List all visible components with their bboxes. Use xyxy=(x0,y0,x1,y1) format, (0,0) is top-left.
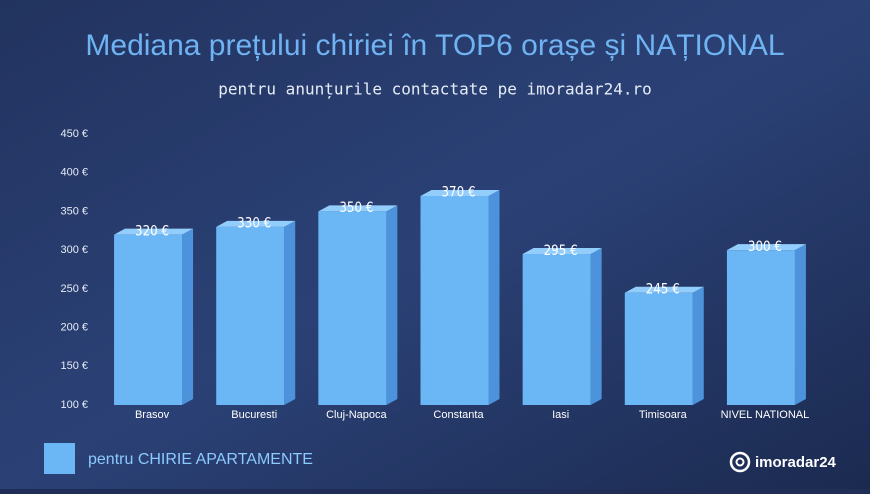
bar xyxy=(216,226,285,405)
value-label: 300 € xyxy=(748,239,782,255)
bar-side xyxy=(590,248,602,405)
legend-swatch xyxy=(44,443,75,474)
chart-subtitle: pentru anunțurile contactate pe imoradar… xyxy=(218,80,651,99)
x-tick-label: NIVEL NATIONAL xyxy=(721,409,810,421)
x-tick-label: Bucuresti xyxy=(231,409,277,421)
bar xyxy=(726,250,795,405)
chart-title: Mediana prețului chiriei în TOP6 orașe ș… xyxy=(85,29,784,62)
value-label: 320 € xyxy=(135,224,169,240)
x-tick-label: Iasi xyxy=(552,409,569,421)
bar-side xyxy=(692,286,704,405)
brand: imoradar24 xyxy=(755,454,837,471)
bar-side xyxy=(284,220,296,405)
bar xyxy=(420,195,489,405)
y-tick-label: 350 € xyxy=(60,205,88,217)
bar-top xyxy=(624,286,704,293)
bar xyxy=(522,254,591,405)
value-label: 245 € xyxy=(646,282,680,298)
x-tick-label: Brasov xyxy=(135,409,170,421)
bar-top xyxy=(726,244,806,251)
bar-top xyxy=(420,189,500,196)
bar xyxy=(114,234,183,405)
bar-side xyxy=(794,244,806,405)
value-label: 295 € xyxy=(544,243,578,259)
y-tick-label: 100 € xyxy=(60,399,88,411)
brand-icon xyxy=(729,451,751,473)
legend-label: pentru CHIRIE APARTAMENTE xyxy=(88,451,313,468)
bar-side xyxy=(182,228,194,405)
bar xyxy=(624,292,693,405)
y-tick-label: 150 € xyxy=(60,360,88,372)
bar xyxy=(318,211,387,405)
bar-top xyxy=(114,228,194,235)
bar-side xyxy=(386,205,398,405)
x-tick-label: Cluj-Napoca xyxy=(326,409,387,421)
y-tick-label: 400 € xyxy=(60,167,88,179)
y-tick-label: 200 € xyxy=(60,321,88,333)
bar-top xyxy=(216,220,296,227)
x-tick-label: Timisoara xyxy=(639,409,688,421)
y-tick-label: 250 € xyxy=(60,283,88,295)
y-tick-label: 300 € xyxy=(60,244,88,256)
value-label: 330 € xyxy=(237,216,271,232)
y-tick-label: 450 € xyxy=(60,128,88,140)
x-tick-label: Constanta xyxy=(433,409,484,421)
bar-top xyxy=(318,205,398,212)
value-label: 370 € xyxy=(441,185,475,201)
bar-top xyxy=(522,248,602,255)
value-label: 350 € xyxy=(339,200,373,216)
bar-side xyxy=(488,189,500,405)
brand-icon xyxy=(735,457,745,467)
